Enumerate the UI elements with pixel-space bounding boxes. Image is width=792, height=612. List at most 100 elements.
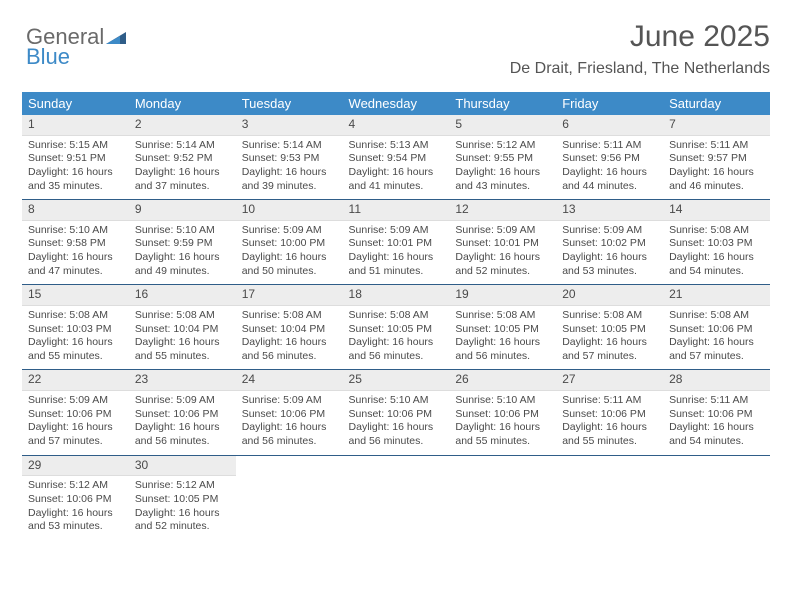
sunrise-line: Sunrise: 5:09 AM — [455, 224, 550, 238]
daylight-line: and 57 minutes. — [669, 350, 764, 364]
sunrise-line: Sunrise: 5:09 AM — [349, 224, 444, 238]
daylight-line: Daylight: 16 hours — [349, 336, 444, 350]
calendar-cell: 7Sunrise: 5:11 AMSunset: 9:57 PMDaylight… — [663, 115, 770, 200]
daylight-line: Daylight: 16 hours — [349, 421, 444, 435]
sunrise-line: Sunrise: 5:12 AM — [455, 139, 550, 153]
daylight-line: Daylight: 16 hours — [562, 421, 657, 435]
daylight-line: and 37 minutes. — [135, 180, 230, 194]
daylight-line: Daylight: 16 hours — [135, 251, 230, 265]
brand-logo: General Blue — [26, 26, 126, 68]
daylight-line: Daylight: 16 hours — [455, 421, 550, 435]
sunset-line: Sunset: 10:06 PM — [455, 408, 550, 422]
sunrise-line: Sunrise: 5:08 AM — [349, 309, 444, 323]
calendar-week-row: 22Sunrise: 5:09 AMSunset: 10:06 PMDaylig… — [22, 370, 770, 455]
day-details: Sunrise: 5:09 AMSunset: 10:06 PMDaylight… — [22, 391, 129, 455]
day-details: Sunrise: 5:09 AMSunset: 10:02 PMDaylight… — [556, 221, 663, 285]
daylight-line: and 56 minutes. — [349, 435, 444, 449]
sunrise-line: Sunrise: 5:10 AM — [455, 394, 550, 408]
sunrise-line: Sunrise: 5:09 AM — [135, 394, 230, 408]
daylight-line: and 47 minutes. — [28, 265, 123, 279]
daylight-line: Daylight: 16 hours — [562, 166, 657, 180]
calendar-cell: 29Sunrise: 5:12 AMSunset: 10:06 PMDaylig… — [22, 456, 129, 540]
sunrise-line: Sunrise: 5:08 AM — [135, 309, 230, 323]
day-details: Sunrise: 5:12 AMSunset: 9:55 PMDaylight:… — [449, 136, 556, 200]
sunrise-line: Sunrise: 5:11 AM — [669, 394, 764, 408]
daylight-line: and 52 minutes. — [455, 265, 550, 279]
sunrise-line: Sunrise: 5:09 AM — [562, 224, 657, 238]
day-number: 1 — [22, 115, 129, 136]
day-number: 2 — [129, 115, 236, 136]
sunset-line: Sunset: 10:03 PM — [28, 323, 123, 337]
sunrise-line: Sunrise: 5:10 AM — [349, 394, 444, 408]
sunset-line: Sunset: 10:04 PM — [135, 323, 230, 337]
sunset-line: Sunset: 10:06 PM — [669, 323, 764, 337]
sunrise-line: Sunrise: 5:12 AM — [135, 479, 230, 493]
daylight-line: and 43 minutes. — [455, 180, 550, 194]
day-number: 6 — [556, 115, 663, 136]
daylight-line: Daylight: 16 hours — [669, 421, 764, 435]
day-details: Sunrise: 5:09 AMSunset: 10:01 PMDaylight… — [449, 221, 556, 285]
calendar-cell: 12Sunrise: 5:09 AMSunset: 10:01 PMDaylig… — [449, 200, 556, 285]
sunset-line: Sunset: 9:58 PM — [28, 237, 123, 251]
weekday-header-row: SundayMondayTuesdayWednesdayThursdayFrid… — [22, 92, 770, 115]
sunset-line: Sunset: 10:06 PM — [135, 408, 230, 422]
daylight-line: Daylight: 16 hours — [455, 336, 550, 350]
calendar-cell: 26Sunrise: 5:10 AMSunset: 10:06 PMDaylig… — [449, 370, 556, 455]
daylight-line: Daylight: 16 hours — [669, 166, 764, 180]
calendar-cell: 3Sunrise: 5:14 AMSunset: 9:53 PMDaylight… — [236, 115, 343, 200]
calendar-cell: 30Sunrise: 5:12 AMSunset: 10:05 PMDaylig… — [129, 456, 236, 540]
calendar-cell — [449, 456, 556, 540]
daylight-line: Daylight: 16 hours — [135, 507, 230, 521]
calendar-cell: 13Sunrise: 5:09 AMSunset: 10:02 PMDaylig… — [556, 200, 663, 285]
calendar-cell: 18Sunrise: 5:08 AMSunset: 10:05 PMDaylig… — [343, 285, 450, 370]
day-number: 8 — [22, 200, 129, 221]
daylight-line: Daylight: 16 hours — [28, 336, 123, 350]
sunset-line: Sunset: 10:01 PM — [349, 237, 444, 251]
calendar-cell: 25Sunrise: 5:10 AMSunset: 10:06 PMDaylig… — [343, 370, 450, 455]
calendar-table: SundayMondayTuesdayWednesdayThursdayFrid… — [22, 92, 770, 540]
day-number: 15 — [22, 285, 129, 306]
day-number: 17 — [236, 285, 343, 306]
calendar-cell: 24Sunrise: 5:09 AMSunset: 10:06 PMDaylig… — [236, 370, 343, 455]
weekday-header: Tuesday — [236, 92, 343, 115]
day-details: Sunrise: 5:08 AMSunset: 10:05 PMDaylight… — [556, 306, 663, 370]
daylight-line: and 56 minutes. — [349, 350, 444, 364]
day-number: 19 — [449, 285, 556, 306]
weekday-header: Friday — [556, 92, 663, 115]
sunset-line: Sunset: 9:59 PM — [135, 237, 230, 251]
sunrise-line: Sunrise: 5:11 AM — [669, 139, 764, 153]
calendar-cell: 10Sunrise: 5:09 AMSunset: 10:00 PMDaylig… — [236, 200, 343, 285]
day-details: Sunrise: 5:09 AMSunset: 10:06 PMDaylight… — [129, 391, 236, 455]
daylight-line: and 57 minutes. — [28, 435, 123, 449]
sunset-line: Sunset: 10:05 PM — [349, 323, 444, 337]
daylight-line: Daylight: 16 hours — [28, 166, 123, 180]
calendar-cell: 22Sunrise: 5:09 AMSunset: 10:06 PMDaylig… — [22, 370, 129, 455]
day-number: 12 — [449, 200, 556, 221]
sunset-line: Sunset: 9:56 PM — [562, 152, 657, 166]
day-number: 24 — [236, 370, 343, 391]
sunset-line: Sunset: 10:01 PM — [455, 237, 550, 251]
day-details: Sunrise: 5:10 AMSunset: 10:06 PMDaylight… — [343, 391, 450, 455]
sunset-line: Sunset: 10:06 PM — [562, 408, 657, 422]
day-details: Sunrise: 5:09 AMSunset: 10:00 PMDaylight… — [236, 221, 343, 285]
sunrise-line: Sunrise: 5:08 AM — [242, 309, 337, 323]
daylight-line: Daylight: 16 hours — [242, 336, 337, 350]
daylight-line: Daylight: 16 hours — [28, 251, 123, 265]
calendar-cell: 27Sunrise: 5:11 AMSunset: 10:06 PMDaylig… — [556, 370, 663, 455]
sunrise-line: Sunrise: 5:09 AM — [242, 224, 337, 238]
sunrise-line: Sunrise: 5:15 AM — [28, 139, 123, 153]
daylight-line: Daylight: 16 hours — [135, 421, 230, 435]
calendar-week-row: 1Sunrise: 5:15 AMSunset: 9:51 PMDaylight… — [22, 115, 770, 200]
calendar-cell: 21Sunrise: 5:08 AMSunset: 10:06 PMDaylig… — [663, 285, 770, 370]
calendar-cell — [343, 456, 450, 540]
sunset-line: Sunset: 10:05 PM — [135, 493, 230, 507]
calendar-week-row: 8Sunrise: 5:10 AMSunset: 9:58 PMDaylight… — [22, 200, 770, 285]
day-number: 27 — [556, 370, 663, 391]
calendar-cell: 11Sunrise: 5:09 AMSunset: 10:01 PMDaylig… — [343, 200, 450, 285]
page-title: June 2025 — [22, 20, 770, 54]
day-details: Sunrise: 5:14 AMSunset: 9:53 PMDaylight:… — [236, 136, 343, 200]
day-number: 9 — [129, 200, 236, 221]
sunrise-line: Sunrise: 5:08 AM — [28, 309, 123, 323]
daylight-line: Daylight: 16 hours — [349, 166, 444, 180]
page-subtitle: De Drait, Friesland, The Netherlands — [22, 60, 770, 78]
